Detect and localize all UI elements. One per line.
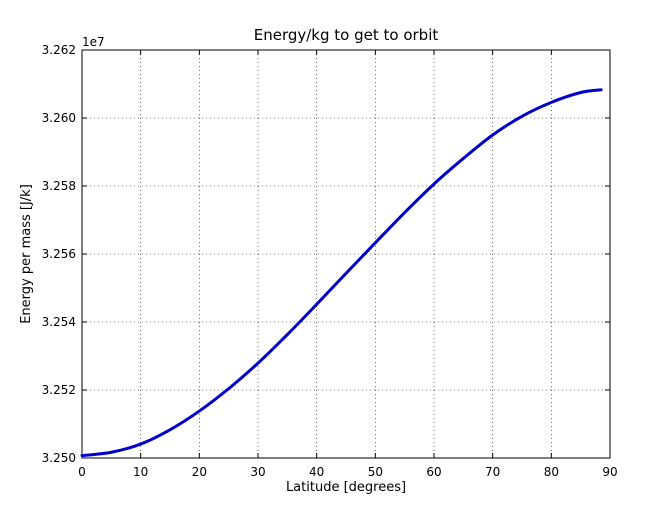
y-tick-label: 3.252 (42, 383, 76, 397)
series-layer (80, 88, 603, 458)
x-tick-label: 20 (192, 465, 207, 479)
x-tick-label: 40 (309, 465, 324, 479)
x-tick-label: 0 (78, 465, 86, 479)
x-axis-label: Latitude [degrees] (286, 480, 406, 495)
x-tick-label: 80 (544, 465, 559, 479)
y-axis-label: Energy per mass [J/k] (19, 184, 34, 324)
x-tick-label: 90 (602, 465, 617, 479)
x-tick-label: 70 (485, 465, 500, 479)
y-tick-label: 3.256 (42, 247, 76, 261)
y-tick-label: 3.260 (42, 111, 76, 125)
chart-title: Energy/kg to get to orbit (254, 26, 439, 44)
x-tick-label: 60 (426, 465, 441, 479)
x-tick-label: 30 (250, 465, 265, 479)
energy-series-line (80, 88, 603, 458)
y-tick-label: 3.250 (42, 451, 76, 465)
x-tick-label: 50 (368, 465, 383, 479)
y-tick-label: 3.262 (42, 43, 76, 57)
x-tick-label: 10 (133, 465, 148, 479)
axis-ticks: 0 10 20 30 40 50 60 70 80 90 3.250 3.252 3.254 3.256 3… (42, 43, 618, 479)
y-tick-label: 3.258 (42, 179, 76, 193)
y-axis-offset-label: 1e7 (82, 35, 105, 49)
y-tick-label: 3.254 (42, 315, 76, 329)
